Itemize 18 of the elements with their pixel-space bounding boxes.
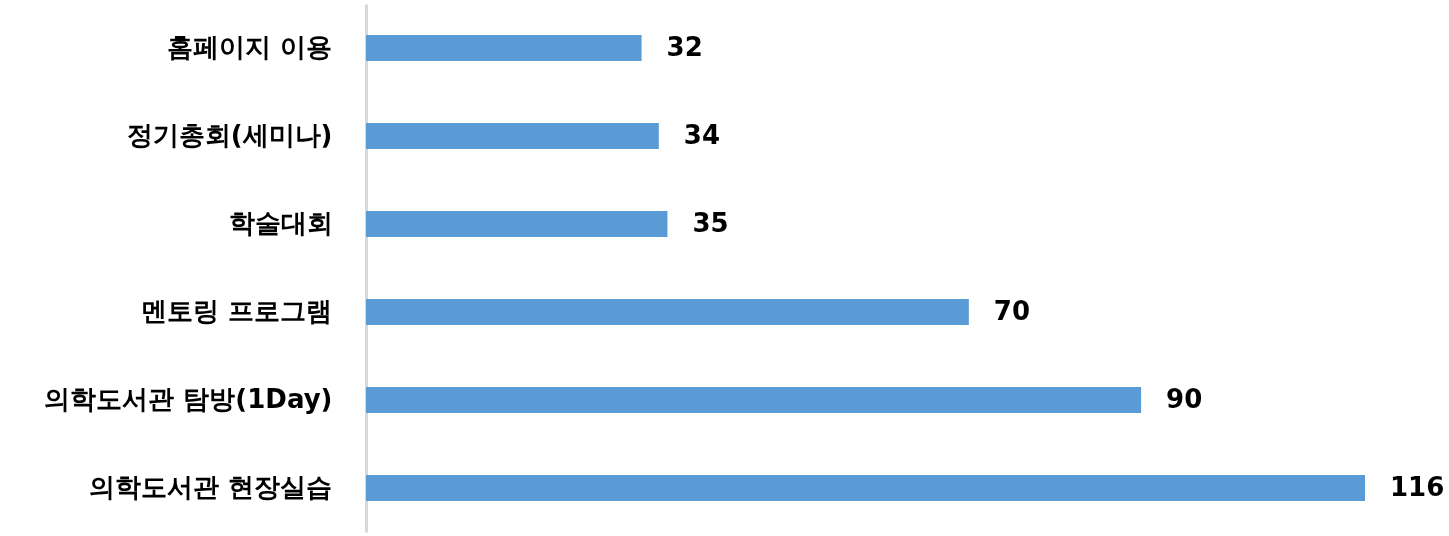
bar [366, 211, 668, 237]
bar [366, 387, 1142, 413]
bar [366, 475, 1365, 501]
bar [366, 35, 642, 61]
data-label: 116 [1390, 472, 1445, 502]
y-tick-label: 의학도서관 탐방(1Day) [44, 384, 333, 414]
data-label: 70 [993, 296, 1031, 326]
bar [366, 123, 659, 149]
data-label: 32 [666, 32, 703, 62]
y-tick-label: 정기총회(세미나) [126, 120, 333, 150]
y-tick-label: 홈페이지 이용 [167, 32, 333, 62]
data-label: 34 [683, 120, 720, 150]
y-tick-label: 멘토링 프로그램 [141, 296, 333, 326]
bar [366, 299, 969, 325]
y-tick-label: 의학도서관 현장실습 [89, 472, 333, 502]
data-label: 35 [692, 208, 729, 238]
data-label: 90 [1166, 384, 1203, 414]
y-tick-label: 학술대회 [228, 208, 333, 238]
